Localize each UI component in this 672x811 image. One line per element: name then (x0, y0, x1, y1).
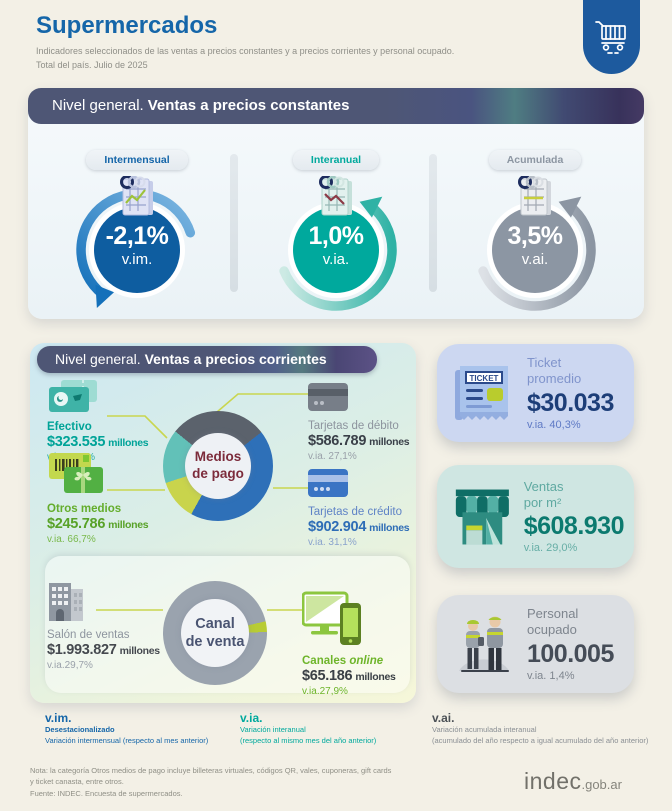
item-value: $1.993.827 millones (47, 642, 160, 658)
stat-interanual: Interanual 1,0% v.ia. (243, 150, 429, 318)
card-ticket-promedio: TICKET Ticket promedio $30.033 v.ia. 40,3… (437, 344, 634, 442)
giftcard-icon (49, 453, 103, 493)
item-salon-de-ventas: Salón de ventas $1.993.827 millones v.ia.… (47, 579, 182, 671)
item-value: $245.786 millones (47, 516, 149, 532)
indec-logo[interactable]: indec .gob.ar (524, 768, 622, 794)
page-title: Supermercados (36, 12, 218, 39)
definition-via: v.ia. Variación interanual (respecto al … (240, 711, 377, 746)
item-name: Efectivo (47, 421, 92, 433)
item-value: $586.789 millones (308, 433, 410, 449)
cash-icon (49, 380, 97, 412)
item-via: v.ia.27,9% (302, 686, 348, 697)
stat-intermensual: Intermensual -2,1% v.im. (44, 150, 230, 318)
shopping-cart-icon (594, 21, 626, 54)
column-divider (230, 154, 238, 292)
stat-acumulada: Acumulada 3,5% v.ai. (442, 150, 628, 318)
pill-acumulada: Acumulada (488, 150, 582, 170)
card-via: v.ia. 29,0% (523, 542, 578, 555)
section1-heading-prefix: Nivel general. (52, 97, 144, 114)
credit-card-icon (308, 469, 348, 497)
item-value: $902.904 millones (308, 519, 410, 535)
section1-header: Nivel general. Ventas a precios constante… (28, 88, 644, 124)
stat-text: 1,0% v.ia. (266, 222, 406, 269)
item-via: v.ia. 31,1% (308, 537, 357, 548)
stat-unit: v.ai. (521, 250, 549, 268)
subtitle-line2: Total del país. Julio de 2025 (36, 59, 148, 70)
item-via: v.ia. 27,1% (308, 451, 357, 462)
canal-de-venta-center-label: Canal de venta (181, 599, 249, 667)
card-via: v.ia. 40,3% (527, 418, 581, 431)
item-value: $65.186 millones (302, 668, 396, 684)
card-text: Personal ocupado 100.005 v.ia. 1,4% (527, 606, 614, 681)
connector-lines (96, 393, 312, 611)
item-name: Tarjetas de débito (308, 420, 399, 432)
up-arrow-circle (279, 196, 397, 311)
card-via: v.ia. 1,4% (527, 669, 575, 682)
item-canales-online: Canales online $65.186 millones v.ia.27,9… (301, 591, 414, 697)
card-ventas-por-m2: Ventas por m² $608.930 v.ia. 29,0% (437, 465, 634, 568)
stat-value: 3,5% (507, 222, 563, 250)
report-chart-icon (518, 176, 551, 216)
card-personal-ocupado: Personal ocupado 100.005 v.ia. 1,4% (437, 595, 634, 693)
stat-circle-acumulada: 3,5% v.ai. (465, 176, 605, 318)
item-via: v.ia.29,7% (47, 660, 93, 671)
workers-icon (459, 616, 509, 672)
section2-heading-prefix: Nivel general. (55, 351, 141, 367)
stat-text: -2,1% v.im. (67, 222, 207, 269)
pill-interanual: Interanual (292, 150, 380, 170)
item-otros-medios: Otros medios $245.786 millones v.ia. 66,7… (47, 451, 197, 545)
footnote: Nota: la categoría Otros medios de pago … (30, 766, 392, 798)
report-chart-icon (120, 176, 153, 216)
item-name: Salón de ventas (47, 629, 130, 641)
stat-unit: v.im. (121, 250, 153, 268)
page-subtitle: Indicadores seleccionados de las ventas … (36, 45, 556, 72)
building-icon (49, 583, 83, 621)
item-via: v.ia. 66,7% (47, 534, 96, 545)
item-tarjetas-credito: Tarjetas de crédito $902.904 millones v.i… (308, 469, 414, 548)
stat-circle-intermensual: -2,1% v.im. (67, 176, 207, 318)
card-title: Ventas por m² (523, 478, 564, 510)
cart-badge (583, 0, 640, 74)
storefront-icon (455, 489, 509, 544)
item-name: Tarjetas de crédito (308, 506, 402, 518)
section-precios-corrientes: Nivel general. Ventas a precios corriente… (30, 343, 416, 703)
item-tarjetas-debito: Tarjetas de débito $586.789 millones v.ia… (308, 383, 414, 462)
card-value: $608.930 (523, 512, 625, 541)
card-text: Ticket promedio $30.033 v.ia. 40,3% (527, 355, 614, 430)
card-text: Ventas por m² $608.930 v.ia. 29,0% (523, 478, 625, 555)
stat-circle-interanual: 1,0% v.ia. (266, 176, 406, 318)
receipt-icon: TICKET (455, 366, 508, 420)
medios-de-pago-center-label: Medios de pago (185, 433, 251, 499)
stat-value: -2,1% (105, 222, 169, 250)
item-name: Canales online (302, 655, 384, 667)
column-divider (429, 154, 437, 292)
definition-vim: v.im. Desestacionalizado Variación inter… (45, 711, 209, 746)
debit-card-icon (308, 383, 348, 411)
pill-intermensual: Intermensual (86, 150, 188, 170)
definition-vai: v.ai. Variación acumulada interanual (ac… (432, 711, 649, 746)
stat-unit: v.ia. (322, 250, 350, 268)
card-title: Ticket promedio (527, 355, 582, 386)
report-chart-icon (319, 176, 352, 216)
card-title: Personal ocupado (527, 606, 579, 637)
section2-heading-bold: Ventas a precios corrientes (144, 351, 327, 367)
card-value: $30.033 (527, 388, 614, 417)
subtitle-line1: Indicadores seleccionados de las ventas … (36, 46, 455, 56)
item-value: $323.535 millones (47, 434, 149, 450)
section1-heading-bold: Ventas a precios constantes (147, 97, 350, 114)
item-name: Otros medios (47, 503, 122, 515)
up-arrow-circle (478, 196, 596, 311)
section-precios-constantes: Nivel general. Ventas a precios constante… (28, 88, 644, 319)
card-value: 100.005 (527, 639, 614, 668)
down-arrow-circle (76, 189, 196, 309)
receipt-icon-label: TICKET (470, 374, 499, 383)
stat-value: 1,0% (308, 222, 364, 250)
stat-text: 3,5% v.ai. (465, 222, 605, 269)
section2-header: Nivel general. Ventas a precios corriente… (37, 346, 377, 373)
online-devices-icon (301, 591, 361, 645)
